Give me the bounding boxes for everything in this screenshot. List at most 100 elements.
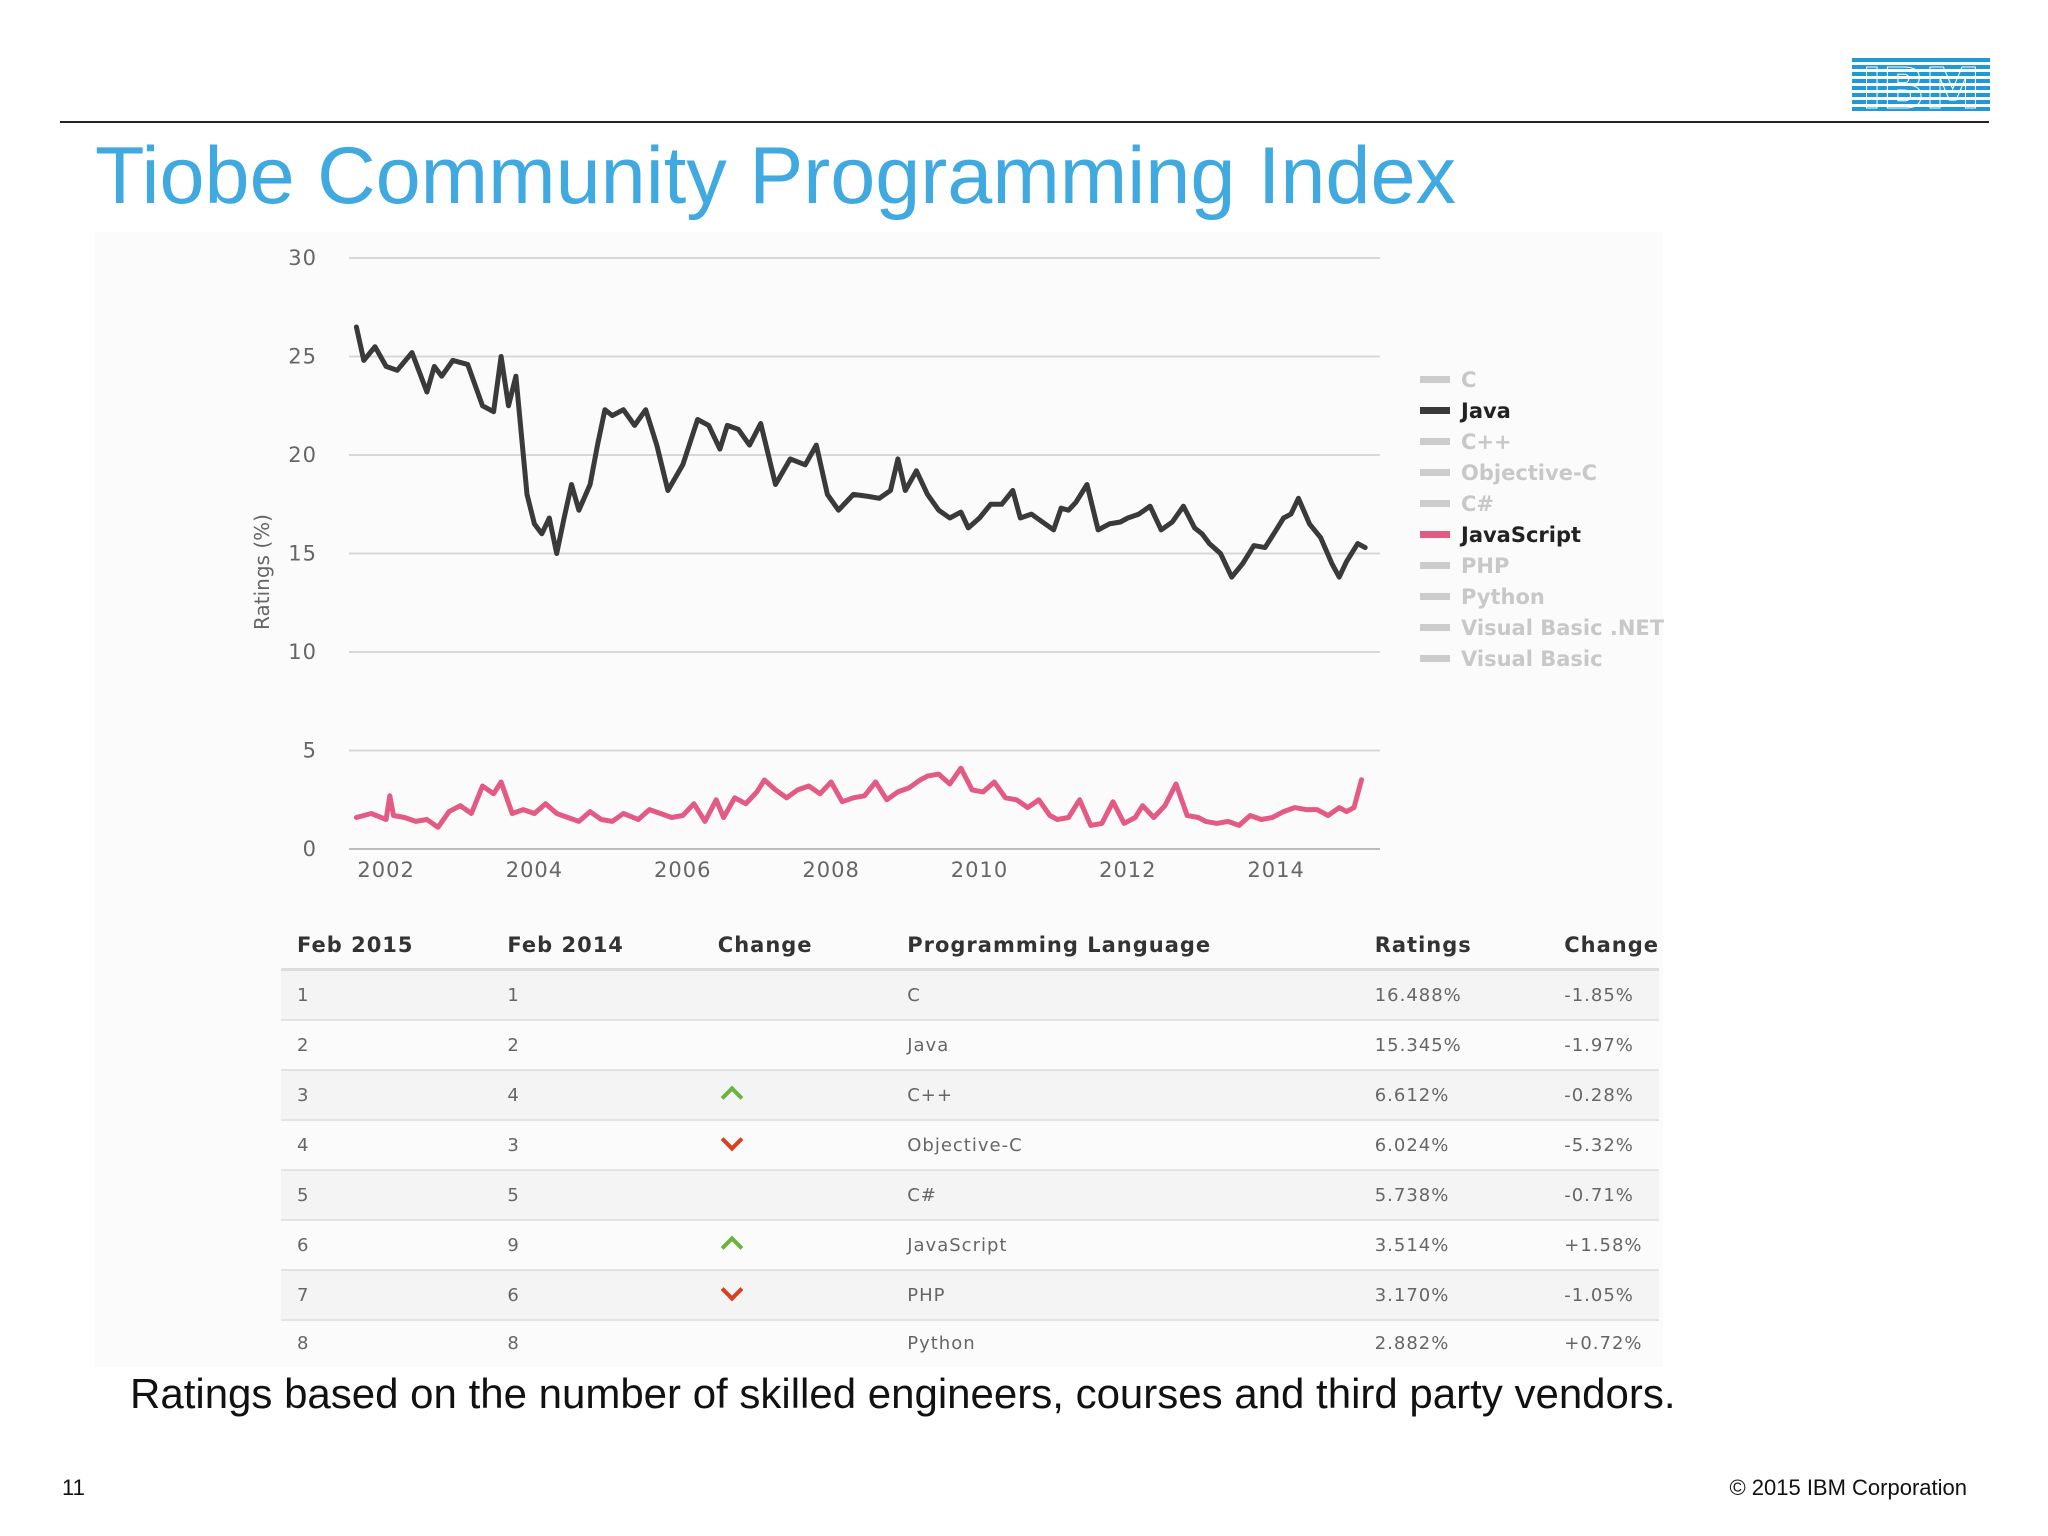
ibm-logo-text: IBM [1861, 58, 1980, 114]
trend-cell [701, 1020, 892, 1071]
rank-2015: 6 [281, 1220, 492, 1271]
column-header: Ratings [1358, 922, 1549, 971]
rank-2014: 2 [491, 1020, 702, 1071]
rank-2014: 4 [491, 1070, 702, 1121]
change-value: -0.28% [1548, 1070, 1659, 1121]
chevron-down-icon [718, 1138, 740, 1159]
y-tick-label: 10 [288, 640, 317, 664]
change-value: -1.85% [1548, 969, 1659, 1021]
legend-label: C [1461, 368, 1476, 392]
rank-2015: 3 [281, 1070, 492, 1121]
page-number: 11 [62, 1475, 85, 1500]
x-tick-label: 2004 [506, 858, 563, 882]
legend-label: Java [1459, 399, 1511, 423]
copyright: © 2015 IBM Corporation [1729, 1475, 1967, 1500]
column-header: Feb 2014 [491, 922, 702, 971]
change-value: -1.05% [1548, 1270, 1659, 1321]
legend-label: C++ [1461, 430, 1512, 454]
rating-value: 6.612% [1358, 1070, 1549, 1121]
y-tick-label: 25 [288, 345, 317, 369]
x-tick-label: 2012 [1099, 858, 1156, 882]
legend-label: Visual Basic .NET [1461, 616, 1665, 640]
rating-value: 16.488% [1358, 969, 1549, 1021]
chevron-up-icon [718, 1089, 740, 1110]
table-row: 2 2 Java 15.345% -1.97% [281, 1020, 1659, 1071]
language-name: JavaScript [891, 1220, 1359, 1271]
legend-item[interactable]: Objective-C [1420, 461, 1597, 485]
ibm-logo: IBM [1852, 58, 1990, 114]
rating-value: 15.345% [1358, 1020, 1549, 1071]
table-row: 4 3 Objective-C 6.024% -5.32% [281, 1120, 1659, 1171]
legend-item[interactable]: JavaScript [1420, 523, 1581, 547]
legend-swatch [1420, 469, 1450, 476]
legend-label: Python [1461, 585, 1545, 609]
series-line-java [353, 324, 1368, 580]
table-row: 8 8 Python 2.882% +0.72% [281, 1320, 1659, 1365]
table-row: 5 5 C# 5.738% -0.71% [281, 1170, 1659, 1221]
table-row: 6 9 JavaScript 3.514% +1.58% [281, 1220, 1659, 1271]
y-tick-label: 15 [288, 542, 317, 566]
rank-2015: 4 [281, 1120, 492, 1171]
table-row: 3 4 C++ 6.612% -0.28% [281, 1070, 1659, 1121]
rating-value: 3.170% [1358, 1270, 1549, 1321]
column-header: Change [1548, 922, 1659, 971]
legend-item[interactable]: Python [1420, 585, 1545, 609]
language-name: C++ [891, 1070, 1359, 1121]
y-tick-label: 20 [288, 443, 317, 467]
language-name: Java [891, 1020, 1359, 1071]
legend-item[interactable]: C++ [1420, 430, 1512, 454]
legend-item[interactable]: C# [1420, 492, 1494, 516]
trend-cell [701, 969, 892, 1021]
language-name: Python [907, 1332, 976, 1354]
ranking-table: Feb 2015 Feb 2014 Change Programming Langua… [281, 922, 1659, 1365]
y-axis-label: Ratings (%) [250, 514, 274, 630]
legend-label: PHP [1461, 554, 1509, 578]
line-chart: 0 5 10 15 20 25 30 2002 2004 2006 2008 2010 2012 201… [250, 246, 1665, 882]
legend-label: Objective-C [1461, 461, 1597, 485]
rank-2014: 9 [491, 1220, 702, 1271]
legend-label: JavaScript [1459, 523, 1581, 547]
rank-2014: 8 [507, 1332, 520, 1354]
x-tick-label: 2010 [951, 858, 1008, 882]
y-tick-label: 30 [288, 246, 317, 270]
legend-item[interactable]: Visual Basic .NET [1420, 616, 1665, 640]
rating-value: 2.882% [1374, 1332, 1450, 1354]
language-name: PHP [891, 1270, 1359, 1321]
legend-swatch [1420, 562, 1450, 569]
legend-swatch [1420, 500, 1450, 507]
slide-title: Tiobe Community Programming Index [95, 131, 1457, 221]
x-tick-label: 2006 [654, 858, 711, 882]
legend-label: Visual Basic [1461, 647, 1603, 671]
change-value: +0.72% [1564, 1332, 1643, 1354]
table-header-row: Feb 2015 Feb 2014 Change Programming Langua… [281, 922, 1659, 971]
trend-cell [701, 1270, 892, 1321]
legend-swatch [1420, 624, 1450, 631]
legend-label: C# [1461, 492, 1494, 516]
column-header: Feb 2015 [281, 922, 492, 971]
table-row: 7 6 PHP 3.170% -1.05% [281, 1270, 1659, 1321]
chevron-down-icon [718, 1288, 740, 1309]
x-tick-label: 2002 [357, 858, 414, 882]
legend-swatch [1420, 593, 1450, 600]
language-name: C [891, 969, 1359, 1021]
chevron-up-icon [718, 1239, 740, 1260]
legend-item[interactable]: C [1420, 368, 1476, 392]
rank-2015: 1 [281, 969, 492, 1021]
legend-item[interactable]: Visual Basic [1420, 647, 1603, 671]
rank-2015: 8 [297, 1332, 310, 1354]
rank-2014: 3 [491, 1120, 702, 1171]
column-header: Change [701, 922, 892, 971]
legend-swatch [1420, 531, 1450, 538]
trend-cell [701, 1220, 892, 1271]
legend-swatch [1420, 407, 1450, 414]
rank-2014: 5 [491, 1170, 702, 1221]
legend-item[interactable]: Java [1420, 399, 1511, 423]
rating-value: 3.514% [1358, 1220, 1549, 1271]
trend-cell [701, 1170, 892, 1221]
trend-cell [702, 1320, 891, 1365]
series-line-javascript [353, 765, 1364, 830]
rank-2015: 7 [281, 1270, 492, 1321]
rating-value: 5.738% [1358, 1170, 1549, 1221]
y-tick-label: 5 [303, 739, 317, 763]
legend-item[interactable]: PHP [1420, 554, 1509, 578]
